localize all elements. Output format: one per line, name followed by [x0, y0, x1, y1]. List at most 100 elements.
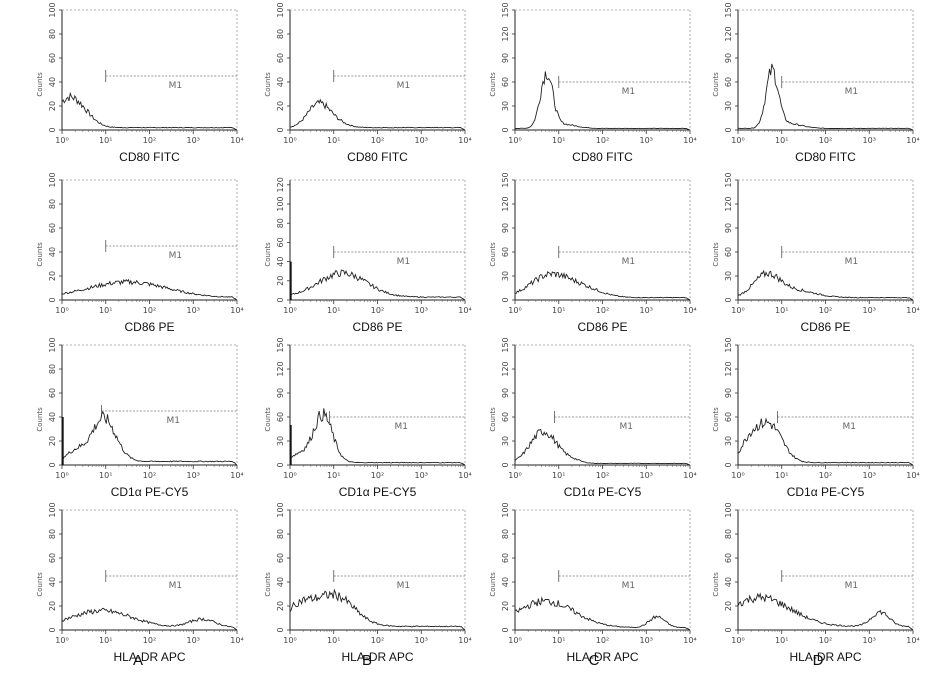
y-tick-label: 20: [276, 101, 285, 111]
histogram-trace: [61, 91, 238, 131]
histogram-trace: [737, 269, 914, 301]
x-tick-label: 10²: [596, 636, 609, 645]
histogram-panels: 0 20 40 60 80 100 Counts 10⁰ 10¹ 10² 10³ 10⁴ CD80 FI…: [36, 2, 920, 664]
y-axis-title: Counts: [264, 572, 272, 597]
x-tick-label: 10³: [415, 636, 428, 645]
x-tick-label: 10¹: [99, 471, 112, 480]
y-tick-label: 80: [48, 199, 57, 209]
x-tick-label: 10¹: [552, 471, 565, 480]
x-axis-label: CD1α PE-CY5: [564, 485, 642, 499]
histogram-panel-d1: 0 30 60 90 120 150 Counts 10⁰ 10¹ 10² 10³ 10⁴ CD80 F…: [712, 2, 920, 164]
x-tick-label: 10⁴: [230, 471, 243, 480]
histogram-trace: [289, 408, 466, 466]
y-tick-label: 0: [724, 462, 733, 467]
y-tick-label: 60: [276, 53, 285, 63]
x-tick-label: 10²: [819, 306, 832, 315]
y-tick-label: 30: [724, 101, 733, 111]
column-label-d: D: [813, 652, 824, 669]
y-axis-title: Counts: [36, 242, 44, 267]
x-tick-label: 10⁴: [683, 471, 696, 480]
x-tick-label: 10⁰: [731, 306, 744, 315]
y-tick-label: 90: [276, 388, 285, 398]
y-tick-label: 80: [276, 218, 285, 228]
histogram-trace: [737, 592, 914, 631]
x-tick-label: 10¹: [552, 306, 565, 315]
y-axis-title: Counts: [712, 72, 720, 97]
y-tick-label: 150: [276, 337, 285, 352]
x-tick-label: 10¹: [327, 636, 340, 645]
x-tick-label: 10⁰: [508, 306, 521, 315]
histogram-panel-b1: 0 20 40 60 80 100 Counts 10⁰ 10¹ 10² 10³ 10⁴ CD80 FI…: [264, 2, 472, 164]
x-tick-label: 10²: [371, 136, 384, 145]
y-tick-label: 80: [276, 29, 285, 39]
x-tick-label: 10⁴: [458, 136, 471, 145]
x-tick-label: 10⁰: [508, 636, 521, 645]
histogram-panel-b4: 0 20 40 60 80 100 Counts 10⁰ 10¹ 10² 10³ 10⁴ HLA-DR …: [264, 502, 472, 664]
x-tick-label: 10²: [819, 636, 832, 645]
y-tick-label: 100: [48, 337, 57, 352]
histogram-panel-c2: 0 30 60 90 120 150 Counts 10⁰ 10¹ 10² 10³ 10⁴ CD86 P…: [489, 172, 697, 334]
x-tick-label: 10⁴: [683, 636, 696, 645]
gate-label: M1: [167, 416, 181, 426]
x-tick-label: 10¹: [552, 636, 565, 645]
gate-label: M1: [169, 251, 183, 261]
x-tick-label: 10²: [143, 306, 156, 315]
y-tick-label: 60: [48, 53, 57, 63]
x-tick-label: 10³: [640, 306, 653, 315]
y-tick-label: 120: [276, 361, 285, 376]
y-tick-label: 40: [501, 577, 510, 587]
y-tick-label: 20: [276, 601, 285, 611]
histogram-panel-d2: 0 30 60 90 120 150 Counts 10⁰ 10¹ 10² 10³ 10⁴ CD86 P…: [712, 172, 920, 334]
x-axis-label: CD1α PE-CY5: [787, 485, 865, 499]
y-tick-label: 0: [48, 462, 57, 467]
x-tick-label: 10²: [819, 136, 832, 145]
x-tick-label: 10²: [143, 471, 156, 480]
y-axis-title: Counts: [264, 72, 272, 97]
y-tick-label: 100: [48, 2, 57, 17]
y-tick-label: 100: [276, 196, 285, 211]
y-tick-label: 120: [501, 196, 510, 211]
y-tick-label: 40: [48, 77, 57, 87]
y-axis-title: Counts: [712, 407, 720, 432]
y-tick-label: 0: [501, 627, 510, 632]
x-tick-label: 10⁴: [683, 306, 696, 315]
x-tick-label: 10⁴: [906, 306, 919, 315]
x-tick-label: 10⁴: [230, 136, 243, 145]
y-tick-label: 120: [724, 196, 733, 211]
y-tick-label: 80: [724, 529, 733, 539]
x-tick-label: 10⁴: [683, 136, 696, 145]
y-axis-title: Counts: [489, 407, 497, 432]
column-label-a: A: [133, 652, 143, 669]
x-tick-label: 10⁴: [906, 136, 919, 145]
histogram-panel-d3: 0 30 60 90 120 150 Counts 10⁰ 10¹ 10² 10³ 10⁴ CD1α P…: [712, 337, 920, 499]
histogram-trace: [515, 71, 691, 131]
x-axis-label: CD86 PE: [577, 320, 627, 334]
x-axis-label: CD80 FITC: [119, 150, 180, 164]
x-axis-label: CD1α PE-CY5: [339, 485, 417, 499]
y-tick-label: 120: [501, 361, 510, 376]
histogram-panel-a2: 0 20 40 60 80 100 Counts 10⁰ 10¹ 10² 10³ 10⁴ CD86 PE…: [36, 172, 244, 334]
x-tick-label: 10¹: [327, 471, 340, 480]
x-tick-label: 10⁰: [55, 636, 68, 645]
y-tick-label: 20: [48, 601, 57, 611]
x-tick-label: 10²: [143, 136, 156, 145]
y-tick-label: 90: [501, 388, 510, 398]
x-tick-label: 10³: [187, 471, 200, 480]
histogram-trace: [737, 63, 914, 131]
y-tick-label: 60: [501, 77, 510, 87]
y-tick-label: 60: [501, 247, 510, 257]
y-tick-label: 150: [501, 2, 510, 17]
y-tick-label: 60: [724, 412, 733, 422]
histogram-trace: [61, 278, 238, 301]
x-axis-label: CD80 FITC: [572, 150, 633, 164]
x-axis-label: HLA-DR APC: [789, 650, 861, 664]
y-tick-label: 30: [724, 436, 733, 446]
y-axis-title: Counts: [36, 72, 44, 97]
x-tick-label: 10³: [863, 636, 876, 645]
x-tick-label: 10³: [187, 306, 200, 315]
histogram-trace: [290, 269, 466, 301]
x-tick-label: 10¹: [552, 136, 565, 145]
y-tick-label: 60: [724, 247, 733, 257]
y-axis-title: Counts: [712, 242, 720, 267]
y-tick-label: 30: [501, 271, 510, 281]
